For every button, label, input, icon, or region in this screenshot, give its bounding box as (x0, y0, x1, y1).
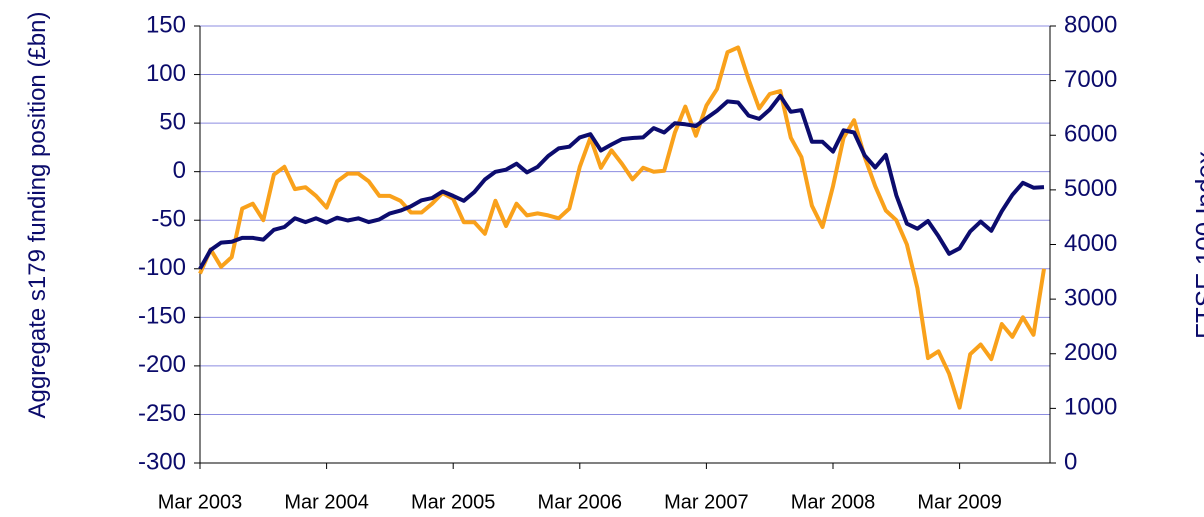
x-tick-label: Mar 2003 (158, 491, 243, 513)
x-tick-label: Mar 2004 (284, 491, 369, 513)
x-tick-label: Mar 2008 (791, 491, 876, 513)
y-tick-label: -300 (138, 448, 186, 475)
y2-tick-label: 4000 (1064, 230, 1117, 257)
x-tick-label: Mar 2005 (411, 491, 496, 513)
x-tick-label: Mar 2006 (538, 491, 623, 513)
y-tick-label: 50 (159, 108, 186, 135)
y2-tick-label: 6000 (1064, 121, 1117, 148)
y2-tick-label: 8000 (1064, 11, 1117, 38)
y2-tick-label: 7000 (1064, 66, 1117, 93)
y-tick-label: -250 (138, 400, 186, 427)
y-tick-label: -50 (151, 206, 186, 233)
y-tick-label: 0 (173, 157, 186, 184)
series-line (198, 93, 1045, 270)
y-tick-label: -100 (138, 254, 186, 281)
y2-tick-label: 2000 (1064, 339, 1117, 366)
y2-tick-label: 5000 (1064, 175, 1117, 202)
y2-tick-label: 0 (1064, 448, 1077, 475)
series-line (198, 45, 1046, 410)
y2-tick-label: 1000 (1064, 394, 1117, 421)
x-tick-label: Mar 2009 (917, 491, 1002, 513)
y2-tick-label: 3000 (1064, 284, 1117, 311)
x-tick-label: Mar 2007 (664, 491, 749, 513)
y-tick-label: 150 (146, 11, 186, 38)
y-tick-label: 100 (146, 60, 186, 87)
y2-axis-title: FTSE 100 Index (1190, 151, 1204, 339)
y-axis-title: Aggregate s179 funding position (£bn) (24, 11, 51, 419)
y-tick-label: -200 (138, 351, 186, 378)
y-tick-label: -150 (138, 303, 186, 330)
